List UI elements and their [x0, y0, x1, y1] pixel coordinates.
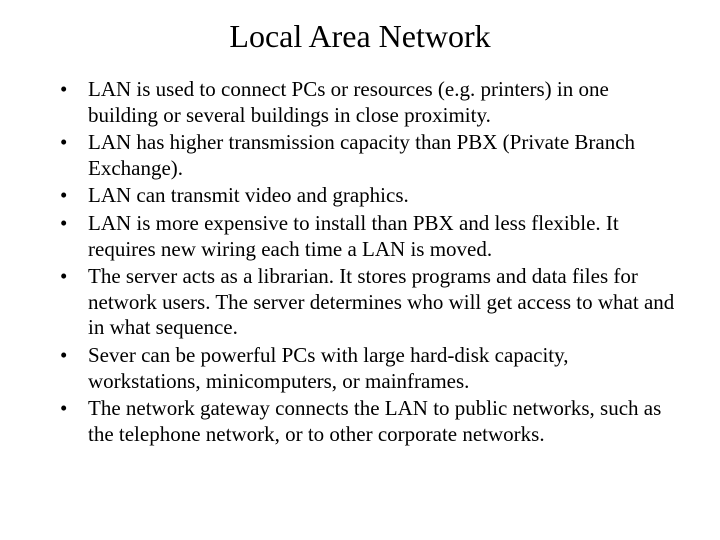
- list-item: LAN can transmit video and graphics.: [60, 183, 680, 209]
- list-item: Sever can be powerful PCs with large har…: [60, 343, 680, 394]
- slide-title: Local Area Network: [40, 18, 680, 55]
- list-item: LAN is used to connect PCs or resources …: [60, 77, 680, 128]
- list-item: LAN is more expensive to install than PB…: [60, 211, 680, 262]
- list-item: LAN has higher transmission capacity tha…: [60, 130, 680, 181]
- list-item: The network gateway connects the LAN to …: [60, 396, 680, 447]
- list-item: The server acts as a librarian. It store…: [60, 264, 680, 341]
- bullet-list: LAN is used to connect PCs or resources …: [40, 77, 680, 448]
